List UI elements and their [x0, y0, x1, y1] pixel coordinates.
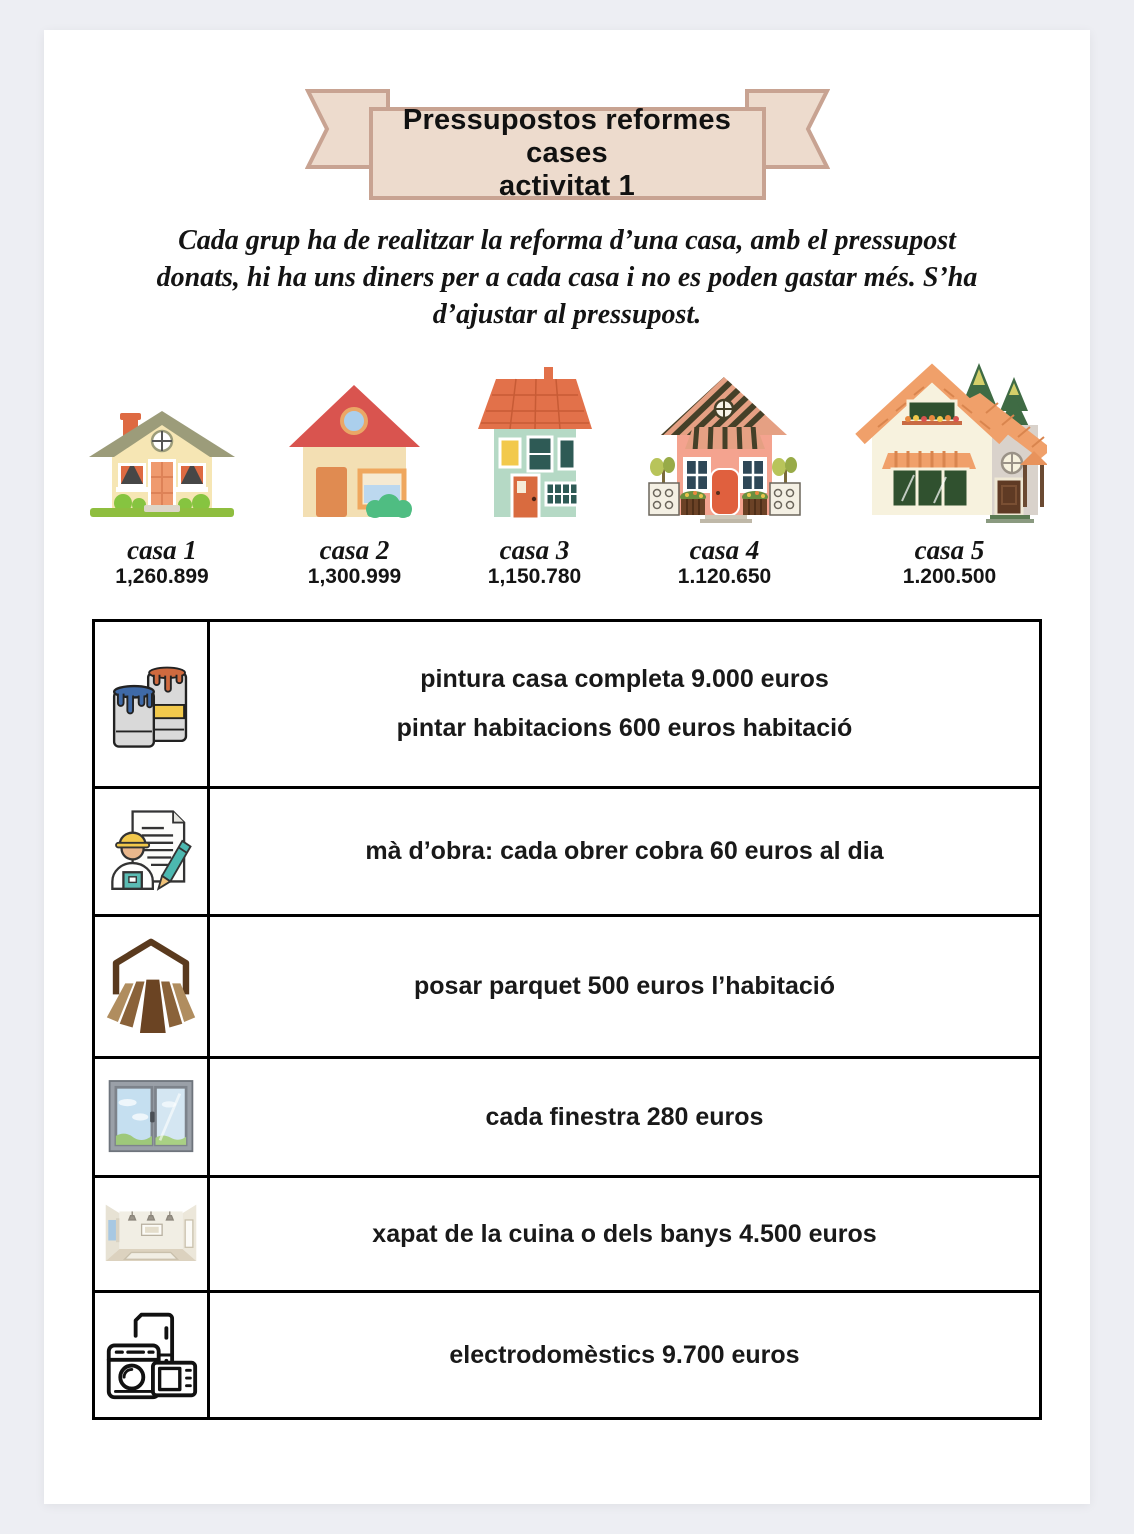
page-title-line2: activitat 1	[499, 170, 635, 202]
appliances-icon	[95, 1293, 210, 1417]
house-1: casa 1 1,260.899	[87, 401, 237, 589]
house-4-label: casa 4	[689, 535, 760, 565]
house-5: casa 5 1.200.500	[852, 361, 1047, 589]
table-cell-appliances: electrodomèstics 9.700 euros	[210, 1293, 1039, 1417]
price-line: electrodomèstics 9.700 euros	[449, 1340, 800, 1369]
table-row-parquet: posar parquet 500 euros l’habitació	[95, 917, 1039, 1059]
table-row-appliances: electrodomèstics 9.700 euros	[95, 1293, 1039, 1417]
house-2-budget: 1,300.999	[307, 565, 402, 588]
house-2: casa 2 1,300.999	[287, 381, 422, 589]
house-4: casa 4 1.120.650	[647, 371, 802, 589]
intro-line2: donats, hi ha uns diners per a cada casa…	[156, 262, 978, 293]
paint-cans-icon	[95, 622, 210, 786]
table-row-window: cada finestra 280 euros	[95, 1059, 1039, 1178]
house-5-label: casa 5	[914, 535, 985, 565]
house-3-label: casa 3	[499, 535, 570, 565]
price-line: xapat de la cuina o dels banys 4.500 eur…	[372, 1219, 877, 1248]
house-4-budget: 1.120.650	[677, 565, 772, 588]
banner-box: Pressupostos reformes cases activitat 1	[368, 104, 766, 202]
intro-line1: Cada grup ha de realitzar la reforma d’u…	[178, 225, 956, 256]
window-icon	[95, 1059, 210, 1175]
table-cell-paint: pintura casa completa 9.000 euros pintar…	[210, 622, 1039, 786]
price-line: cada finestra 280 euros	[485, 1102, 764, 1131]
table-row-paint: pintura casa completa 9.000 euros pintar…	[95, 622, 1039, 789]
worksheet-page: Pressupostos reformes cases activitat 1 …	[44, 30, 1090, 1504]
parquet-floor-icon	[95, 917, 210, 1056]
ribbon-tail-left-icon	[304, 89, 390, 169]
house-5-budget: 1.200.500	[902, 565, 997, 588]
house-1-label: casa 1	[127, 535, 197, 565]
table-cell-tiling: xapat de la cuina o dels banys 4.500 eur…	[210, 1178, 1039, 1290]
page-title-line1: Pressupostos reformes cases	[402, 104, 732, 169]
price-line: pintar habitacions 600 euros habitació	[396, 714, 853, 742]
price-line: pintura casa completa 9.000 euros	[420, 665, 829, 693]
table-cell-labor: mà d’obra: cada obrer cobra 60 euros al …	[210, 789, 1039, 914]
house-5-illustration	[855, 363, 1047, 523]
intro-text: Cada grup ha de realitzar la reforma d’u…	[44, 222, 1090, 333]
house-3-illustration	[478, 367, 592, 521]
intro-line3: d’ajustar al pressupost.	[432, 299, 702, 330]
house-1-illustration	[89, 411, 235, 517]
table-cell-parquet: posar parquet 500 euros l’habitació	[210, 917, 1039, 1056]
table-row-labor: mà d’obra: cada obrer cobra 60 euros al …	[95, 789, 1039, 917]
price-line: posar parquet 500 euros l’habitació	[414, 972, 835, 1000]
title-banner: Pressupostos reformes cases activitat 1	[304, 88, 830, 202]
house-3-budget: 1,150.780	[487, 565, 582, 588]
price-line: mà d’obra: cada obrer cobra 60 euros al …	[365, 837, 884, 865]
house-1-budget: 1,260.899	[115, 565, 209, 588]
house-4-illustration	[648, 377, 801, 523]
house-3: casa 3 1,150.780	[472, 365, 597, 589]
house-2-label: casa 2	[319, 535, 390, 565]
kitchen-bathroom-icon	[95, 1178, 210, 1290]
table-row-tiling: xapat de la cuina o dels banys 4.500 eur…	[95, 1178, 1039, 1293]
price-table: pintura casa completa 9.000 euros pintar…	[92, 619, 1042, 1420]
house-2-illustration	[289, 385, 420, 518]
table-cell-window: cada finestra 280 euros	[210, 1059, 1039, 1175]
houses-row: casa 1 1,260.899 casa 2 1,300.999	[87, 361, 1047, 589]
construction-worker-icon	[95, 789, 210, 914]
